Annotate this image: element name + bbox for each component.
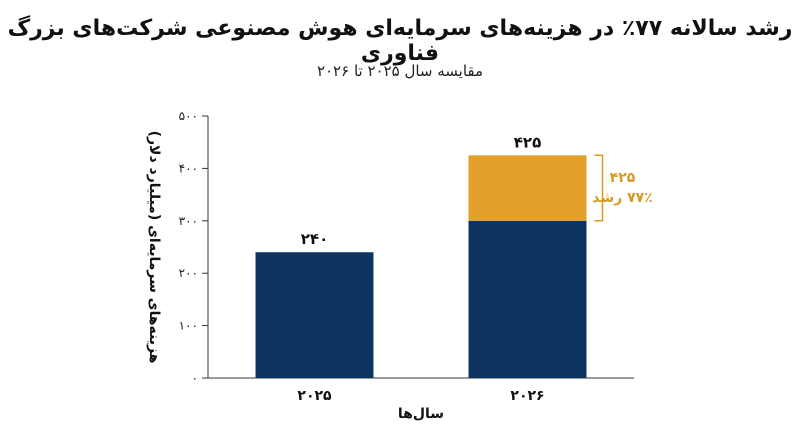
bar-increase-1: [468, 155, 587, 221]
x-tick-label: ۲۰۲۶: [510, 388, 544, 404]
y-tick-label: ۲۰۰: [179, 266, 198, 280]
y-tick-label: ۵۰۰: [179, 109, 198, 123]
y-tick-label: ۴۰۰: [179, 161, 198, 175]
y-tick-label: ۳۰۰: [179, 214, 198, 228]
bar-base-1: [468, 220, 587, 378]
y-tick-label: ۱۰۰: [179, 319, 198, 333]
y-tick-label: ۰: [192, 371, 198, 385]
annotation-value: ۴۲۵: [610, 170, 636, 186]
x-axis-label: سال‌ها: [398, 406, 444, 422]
x-tick-label: ۲۰۲۵: [297, 388, 332, 404]
chart-subtitle: مقایسه سال ۲۰۲۵ تا ۲۰۲۶: [316, 62, 484, 80]
annotation-text: ۷۷٪ رشد: [592, 190, 652, 206]
y-axis-label: هزینه‌های سرمایه‌ای (میلیارد دلار): [146, 131, 162, 364]
annotation-bracket: [594, 154, 604, 222]
chart-title: رشد سالانه ۷۷٪ در هزینه‌های سرمایه‌ای هو…: [7, 16, 793, 66]
data-label: ۴۲۵: [514, 133, 541, 151]
bar-base-0: [255, 252, 374, 378]
data-label: ۲۴۰: [301, 230, 328, 248]
